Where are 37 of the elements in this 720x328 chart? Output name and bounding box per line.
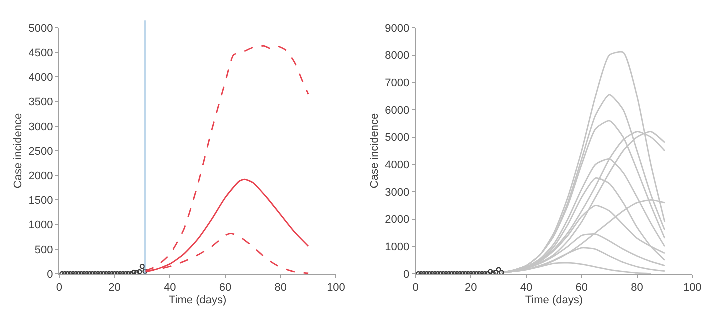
y-tick-label: 4000 xyxy=(385,160,410,172)
x-tick-label: 100 xyxy=(327,282,346,294)
y-tick-label: 1000 xyxy=(28,220,54,232)
y-tick-label: 3500 xyxy=(28,96,54,109)
x-tick-label: 20 xyxy=(108,282,121,294)
y-tick-label: 0 xyxy=(47,268,54,281)
y-tick-label: 9000 xyxy=(385,22,410,35)
x-axis-title: Time (days) xyxy=(169,294,227,306)
x-tick-label: 0 xyxy=(56,282,62,294)
y-tick-label: 3000 xyxy=(28,121,54,134)
x-tick-label: 0 xyxy=(412,282,419,294)
y-tick-label: 0 xyxy=(403,268,410,281)
y-tick-label: 500 xyxy=(34,244,54,256)
y-tick-label: 4000 xyxy=(28,72,54,84)
y-tick-label: 2000 xyxy=(385,214,410,226)
x-tick-label: 100 xyxy=(683,282,702,294)
y-tick-label: 3000 xyxy=(385,186,410,199)
x-tick-label: 80 xyxy=(631,282,644,294)
x-axis-title: Time (days) xyxy=(525,294,584,306)
y-tick-label: 7000 xyxy=(385,78,410,90)
y-tick-label: 2000 xyxy=(28,170,54,182)
x-tick-label: 20 xyxy=(465,282,478,294)
y-tick-label: 8000 xyxy=(385,50,410,62)
y-axis-title: Case incidence xyxy=(12,113,24,189)
y-tick-label: 1500 xyxy=(28,195,54,208)
x-tick-label: 40 xyxy=(164,282,176,294)
y-axis-title: Case incidence xyxy=(368,113,381,189)
y-tick-label: 1000 xyxy=(385,242,410,254)
y-tick-label: 2500 xyxy=(28,146,54,158)
y-tick-label: 4500 xyxy=(28,47,54,60)
x-tick-label: 60 xyxy=(219,282,232,294)
x-tick-label: 40 xyxy=(520,282,533,294)
y-tick-label: 5000 xyxy=(385,132,410,144)
x-tick-label: 60 xyxy=(576,282,588,294)
x-tick-label: 80 xyxy=(274,282,288,294)
y-tick-label: 6000 xyxy=(385,104,410,117)
y-tick-label: 5000 xyxy=(28,22,54,35)
